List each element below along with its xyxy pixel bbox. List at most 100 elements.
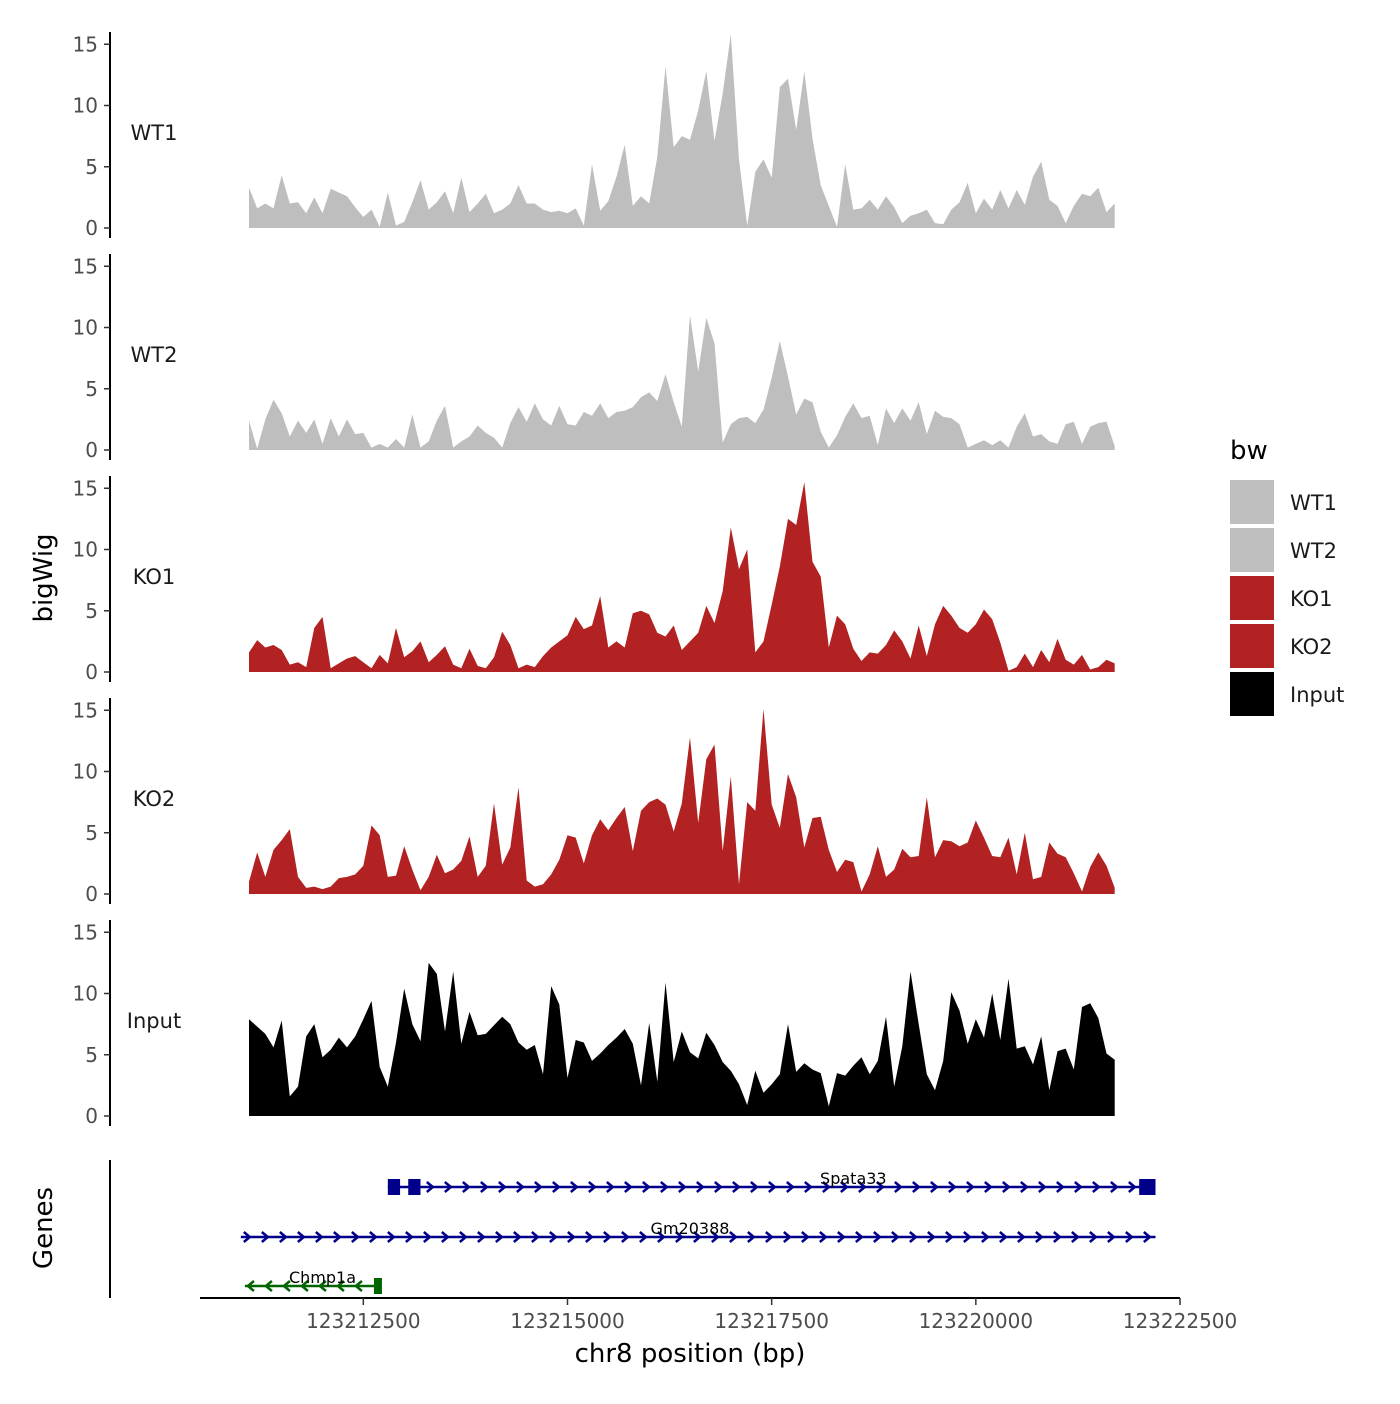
- x-axis-title: chr8 position (bp): [575, 1339, 806, 1369]
- strand-arrow-icon: [495, 1231, 504, 1243]
- strand-arrow-icon: [243, 1231, 252, 1243]
- strand-arrow-icon: [855, 1231, 864, 1243]
- strand-arrow-icon: [1128, 1181, 1137, 1193]
- strand-arrow-icon: [423, 1231, 432, 1243]
- strand-arrow-icon: [984, 1181, 993, 1193]
- strand-arrow-icon: [315, 1231, 324, 1243]
- x-axis: 123212500 123215000 123217500 123220000 1232…: [200, 1297, 1237, 1333]
- strand-arrow-icon: [660, 1181, 669, 1193]
- strand-arrow-icon: [678, 1181, 687, 1193]
- strand-arrow-icon: [1002, 1181, 1011, 1193]
- legend-label: WT2: [1290, 539, 1337, 563]
- strand-arrow-icon: [732, 1181, 741, 1193]
- x-tick-label: 123220000: [919, 1309, 1034, 1333]
- strand-arrow-icon: [804, 1181, 813, 1193]
- series-area-ko2: [249, 709, 1115, 894]
- strand-arrow-icon: [387, 1231, 396, 1243]
- track-label-wt2: WT2: [131, 343, 178, 367]
- track-label-wt1: WT1: [131, 121, 178, 145]
- legend-swatch: [1230, 576, 1274, 620]
- strand-arrow-icon: [765, 1231, 774, 1243]
- y-tick-label: 5: [85, 599, 98, 623]
- strand-arrow-icon: [675, 1231, 684, 1243]
- strand-arrow-icon: [963, 1231, 972, 1243]
- strand-arrow-icon: [353, 1280, 363, 1292]
- y-tick-label: 10: [73, 94, 98, 118]
- strand-arrow-icon: [1053, 1231, 1062, 1243]
- legend-label: WT1: [1290, 491, 1337, 515]
- series-area-wt2: [249, 315, 1115, 450]
- strand-arrow-icon: [981, 1231, 990, 1243]
- y-tick-label: 5: [85, 155, 98, 179]
- strand-arrow-icon: [426, 1181, 435, 1193]
- y-tick-label: 10: [73, 316, 98, 340]
- gene-exon: [408, 1179, 421, 1195]
- strand-arrow-icon: [279, 1231, 288, 1243]
- track-ko2: 0 5 10 15 KO2: [73, 698, 1115, 906]
- y-tick-label: 5: [85, 377, 98, 401]
- strand-arrow-icon: [912, 1181, 921, 1193]
- strand-arrow-icon: [750, 1181, 759, 1193]
- x-tick-label: 123215000: [510, 1309, 625, 1333]
- strand-arrow-icon: [1038, 1181, 1047, 1193]
- strand-arrow-icon: [261, 1231, 270, 1243]
- strand-arrow-icon: [840, 1181, 849, 1193]
- strand-arrow-icon: [1074, 1181, 1083, 1193]
- series-area-ko1: [249, 482, 1115, 672]
- strand-arrow-icon: [747, 1231, 756, 1243]
- strand-arrow-icon: [711, 1231, 720, 1243]
- strand-arrow-icon: [1056, 1181, 1065, 1193]
- series-area-wt1: [249, 34, 1115, 229]
- strand-arrow-icon: [783, 1231, 792, 1243]
- strand-arrow-icon: [1017, 1231, 1026, 1243]
- y-tick-label: 0: [85, 216, 98, 240]
- legend: bw WT1 WT2 KO1 KO2 Input: [1230, 436, 1344, 716]
- track-ko1: 0 5 10 15 KO1: [73, 476, 1115, 684]
- legend-swatch: [1230, 528, 1274, 572]
- strand-arrow-icon: [333, 1231, 342, 1243]
- strand-arrow-icon: [351, 1231, 360, 1243]
- strand-arrow-icon: [245, 1280, 255, 1292]
- strand-arrow-icon: [621, 1231, 630, 1243]
- strand-arrow-icon: [822, 1181, 831, 1193]
- gene-exon: [1139, 1179, 1156, 1195]
- strand-arrow-icon: [930, 1181, 939, 1193]
- strand-arrow-icon: [405, 1231, 414, 1243]
- y-tick-label: 0: [85, 660, 98, 684]
- strand-arrow-icon: [1020, 1181, 1029, 1193]
- y-tick-label: 15: [73, 254, 98, 278]
- track-label-input: Input: [127, 1009, 181, 1033]
- genes-group: Spata33 Gm20388 Chmp1a: [109, 1160, 1156, 1298]
- strand-arrow-icon: [516, 1181, 525, 1193]
- strand-arrow-icon: [657, 1231, 666, 1243]
- strand-arrow-icon: [858, 1181, 867, 1193]
- x-tick-label: 123217500: [714, 1309, 829, 1333]
- strand-arrow-icon: [297, 1231, 306, 1243]
- strand-arrow-icon: [317, 1280, 327, 1292]
- strand-arrow-icon: [441, 1231, 450, 1243]
- legend-title: bw: [1230, 436, 1268, 466]
- strand-arrow-icon: [999, 1231, 1008, 1243]
- legend-label: KO2: [1290, 635, 1333, 659]
- legend-entry-wt2: WT2: [1230, 528, 1337, 572]
- genes-axis-title: Genes: [29, 1187, 59, 1269]
- strand-arrow-icon: [948, 1181, 957, 1193]
- strand-arrow-icon: [1035, 1231, 1044, 1243]
- strand-arrow-icon: [1143, 1231, 1152, 1243]
- strand-arrow-icon: [768, 1181, 777, 1193]
- legend-label: Input: [1290, 683, 1344, 707]
- gene-label: Chmp1a: [289, 1268, 356, 1287]
- strand-arrow-icon: [891, 1231, 900, 1243]
- strand-arrow-icon: [696, 1181, 705, 1193]
- x-tick-label: 123212500: [306, 1309, 421, 1333]
- strand-arrow-icon: [894, 1181, 903, 1193]
- strand-arrow-icon: [263, 1280, 273, 1292]
- legend-entry-ko1: KO1: [1230, 576, 1333, 620]
- strand-arrow-icon: [639, 1231, 648, 1243]
- strand-arrow-icon: [1110, 1181, 1119, 1193]
- strand-arrow-icon: [642, 1181, 651, 1193]
- legend-entry-wt1: WT1: [1230, 480, 1337, 524]
- strand-arrow-icon: [1089, 1231, 1098, 1243]
